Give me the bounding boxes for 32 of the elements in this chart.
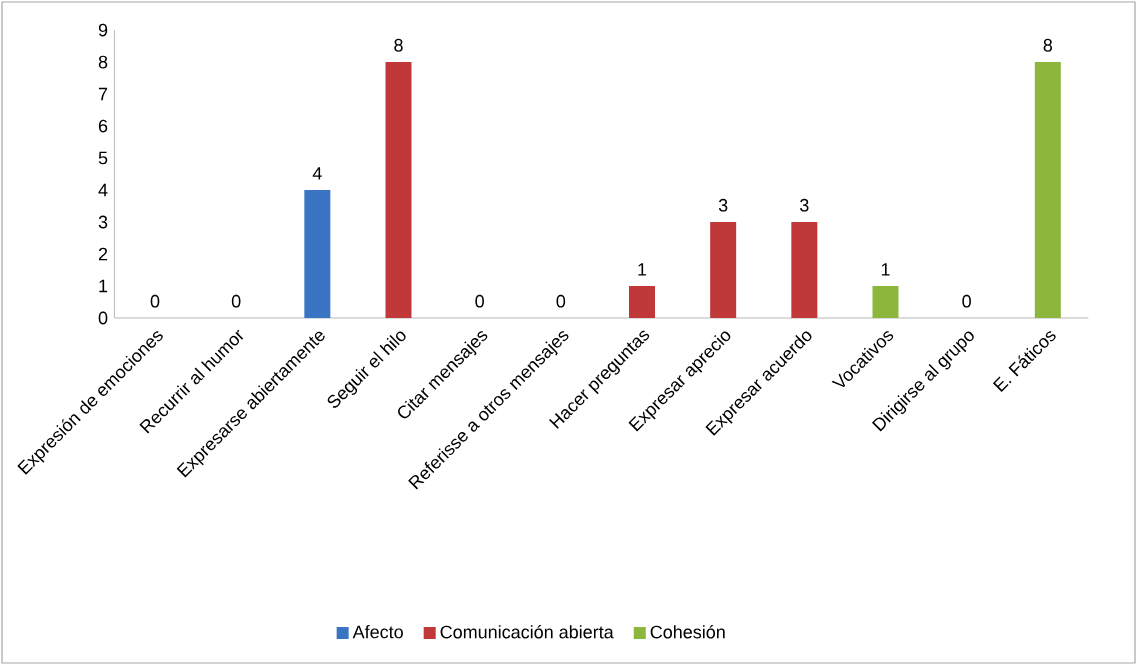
- bar: [385, 62, 412, 318]
- y-tick-label: 0: [98, 311, 108, 325]
- data-label: 0: [962, 294, 971, 308]
- y-tick-label: 4: [98, 183, 108, 197]
- y-tick-label: 2: [98, 247, 108, 261]
- legend-label: Afecto: [352, 625, 403, 639]
- data-label: 8: [1043, 38, 1053, 52]
- y-tick-label: 9: [98, 23, 108, 37]
- data-label: 4: [312, 167, 322, 180]
- data-label: 3: [800, 198, 809, 212]
- bar: [710, 222, 737, 318]
- bar: [1034, 62, 1061, 318]
- data-label: 3: [718, 198, 728, 212]
- legend-label: Cohesión: [650, 624, 725, 639]
- data-label: 0: [231, 294, 241, 308]
- bar: [791, 222, 818, 318]
- data-label: 0: [150, 294, 160, 308]
- bar: [304, 190, 331, 318]
- y-tick-label: 3: [98, 215, 108, 229]
- y-tick-label: 7: [98, 87, 108, 101]
- legend-label: Comunicación abierta: [440, 624, 614, 639]
- y-tick-label: 1: [99, 279, 108, 293]
- y-tick-label: 5: [98, 151, 108, 165]
- data-label: 1: [881, 263, 890, 276]
- data-label: 0: [475, 294, 484, 308]
- data-label: 0: [556, 294, 566, 308]
- y-tick-label: 6: [98, 119, 108, 133]
- y-tick-label: 8: [98, 55, 108, 69]
- data-label: 8: [394, 38, 403, 52]
- data-label: 1: [638, 263, 647, 276]
- bar: [629, 286, 655, 318]
- bar: [872, 286, 899, 318]
